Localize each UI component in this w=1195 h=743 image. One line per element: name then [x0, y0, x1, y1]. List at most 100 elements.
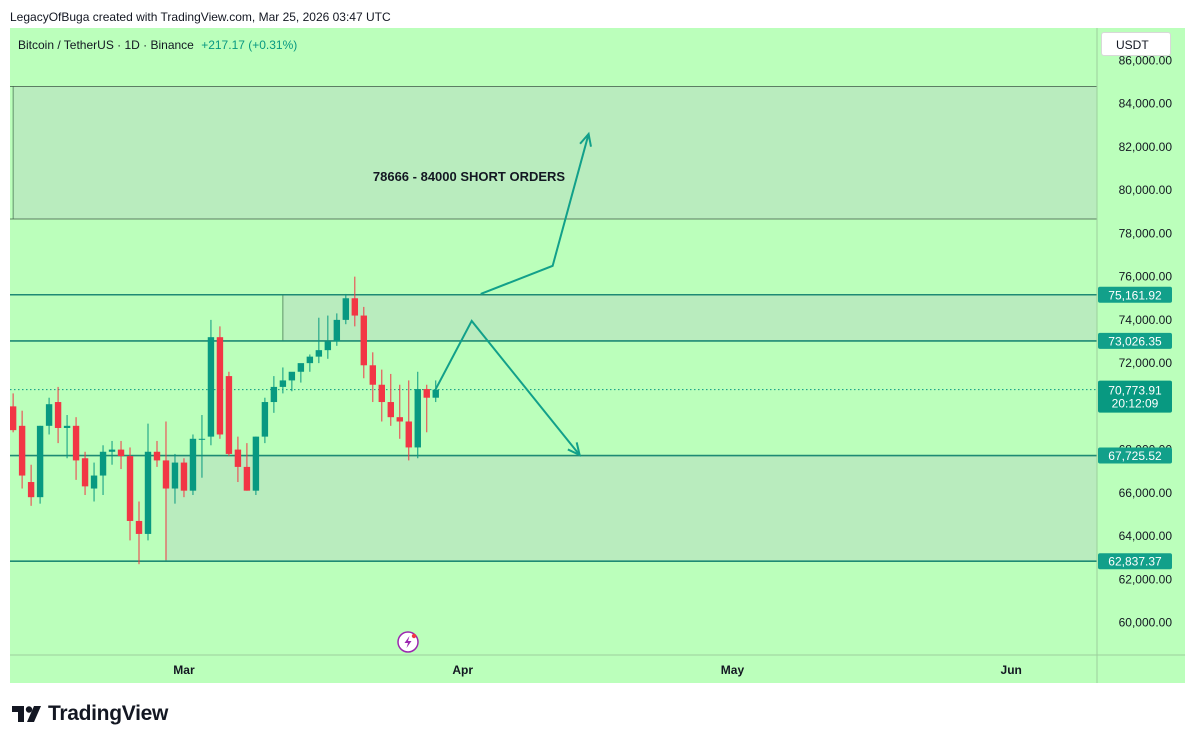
- candle-27[interactable]: [252, 436, 260, 496]
- candle-10[interactable]: [99, 445, 107, 496]
- candle-body: [432, 389, 439, 398]
- candle-28[interactable]: [261, 397, 269, 444]
- candle-17[interactable]: [162, 421, 170, 560]
- candle-1[interactable]: [18, 410, 26, 489]
- price-label-bg: [1098, 332, 1172, 349]
- price-axis[interactable]: [1097, 28, 1185, 683]
- candle-body: [99, 451, 107, 476]
- candle-34[interactable]: [315, 317, 323, 364]
- y-tick-label: 84,000.00: [1119, 97, 1173, 111]
- candle-46[interactable]: [423, 384, 430, 433]
- candle-body: [171, 462, 179, 489]
- candle-3[interactable]: [36, 425, 44, 504]
- candle-9[interactable]: [90, 462, 98, 502]
- candle-44[interactable]: [405, 380, 412, 461]
- candle-11[interactable]: [108, 440, 116, 465]
- candle-8[interactable]: [81, 451, 89, 496]
- price-label-3[interactable]: 62,837.37: [1098, 553, 1172, 570]
- candle-21[interactable]: [198, 415, 206, 478]
- candle-19[interactable]: [180, 458, 188, 498]
- candle-25[interactable]: [234, 436, 242, 483]
- candle-body: [279, 380, 287, 387]
- candle-42[interactable]: [387, 373, 394, 426]
- candle-26[interactable]: [243, 443, 251, 491]
- price-label-0[interactable]: 75,161.92: [1098, 286, 1172, 303]
- candle-body: [378, 384, 385, 403]
- candle-45[interactable]: [414, 371, 421, 459]
- candle-18[interactable]: [171, 453, 179, 504]
- candle-24[interactable]: [225, 371, 233, 457]
- candle-14[interactable]: [135, 501, 143, 565]
- price-label-text: 67,725.52: [1108, 449, 1162, 463]
- candle-body: [27, 482, 35, 498]
- candle-40[interactable]: [369, 352, 376, 403]
- candle-29[interactable]: [270, 376, 278, 413]
- candle-body: [198, 438, 206, 440]
- candle-31[interactable]: [288, 371, 296, 392]
- candle-41[interactable]: [378, 369, 385, 422]
- y-tick-label: 82,000.00: [1119, 140, 1173, 154]
- chart-area[interactable]: 60,000.0062,000.0064,000.0066,000.0068,0…: [10, 28, 1185, 683]
- candle-body: [153, 451, 161, 461]
- candle-body: [243, 466, 251, 491]
- zone-rect-2[interactable]: [165, 455, 1097, 562]
- y-tick-label: 78,000.00: [1119, 226, 1173, 240]
- candle-37[interactable]: [342, 293, 350, 325]
- price-change: +217.17 (+0.31%): [201, 38, 298, 52]
- candle-22[interactable]: [207, 319, 215, 446]
- projection-path-0[interactable]: [434, 319, 581, 456]
- candle-4[interactable]: [45, 397, 53, 435]
- candle-38[interactable]: [351, 276, 359, 327]
- candle-16[interactable]: [153, 440, 161, 467]
- candle-body: [396, 417, 403, 422]
- candle-body: [387, 402, 394, 418]
- candle-47[interactable]: [432, 380, 439, 403]
- candle-23[interactable]: [216, 326, 224, 439]
- candle-20[interactable]: [189, 434, 197, 496]
- candle-body: [288, 371, 296, 381]
- price-label-2[interactable]: 67,725.52: [1098, 447, 1172, 464]
- current-price-text: 70,773.91: [1108, 384, 1162, 398]
- candle-33[interactable]: [306, 354, 314, 372]
- lightning-icon[interactable]: [397, 631, 419, 653]
- tradingview-brand: TradingView: [48, 702, 169, 725]
- tradingview-logo[interactable]: TradingView: [12, 702, 168, 726]
- candle-2[interactable]: [27, 464, 35, 506]
- candle-body: [351, 298, 359, 316]
- zone-annotation[interactable]: 78666 - 84000 SHORT ORDERS: [373, 169, 566, 184]
- candle-5[interactable]: [54, 386, 62, 444]
- candle-body: [306, 356, 314, 364]
- candle-43[interactable]: [396, 384, 403, 439]
- candle-39[interactable]: [360, 306, 368, 379]
- candle-body: [162, 460, 170, 489]
- candle-body: [333, 319, 341, 342]
- candle-13[interactable]: [126, 447, 134, 541]
- candle-6[interactable]: [63, 415, 71, 459]
- zone-rect-1[interactable]: [282, 294, 1097, 341]
- candle-body: [180, 462, 188, 491]
- y-tick-label: 64,000.00: [1119, 529, 1173, 543]
- currency-button[interactable]: USDT: [1101, 32, 1171, 56]
- candle-35[interactable]: [324, 315, 332, 359]
- price-label-1[interactable]: 73,026.35: [1098, 332, 1172, 349]
- x-tick-label: Apr: [452, 663, 473, 677]
- candle-30[interactable]: [279, 367, 287, 394]
- candle-7[interactable]: [72, 417, 80, 480]
- candle-0[interactable]: [10, 393, 17, 433]
- candle-body: [36, 425, 44, 498]
- candlestick-chart[interactable]: 60,000.0062,000.0064,000.0066,000.0068,0…: [10, 28, 1185, 683]
- candle-15[interactable]: [144, 423, 152, 541]
- y-tick-label: 60,000.00: [1119, 616, 1173, 630]
- candle-body: [81, 458, 89, 487]
- candle-12[interactable]: [117, 440, 125, 470]
- candle-32[interactable]: [297, 363, 305, 383]
- candle-body: [225, 376, 233, 454]
- zone-rect-0[interactable]: [13, 86, 1098, 219]
- current-price-bg: [1098, 380, 1172, 413]
- projection-path-1[interactable]: [480, 133, 590, 295]
- candle-body: [369, 365, 376, 385]
- tradingview-logo-icon: [12, 706, 41, 722]
- candle-body: [270, 386, 278, 403]
- candle-36[interactable]: [333, 313, 341, 346]
